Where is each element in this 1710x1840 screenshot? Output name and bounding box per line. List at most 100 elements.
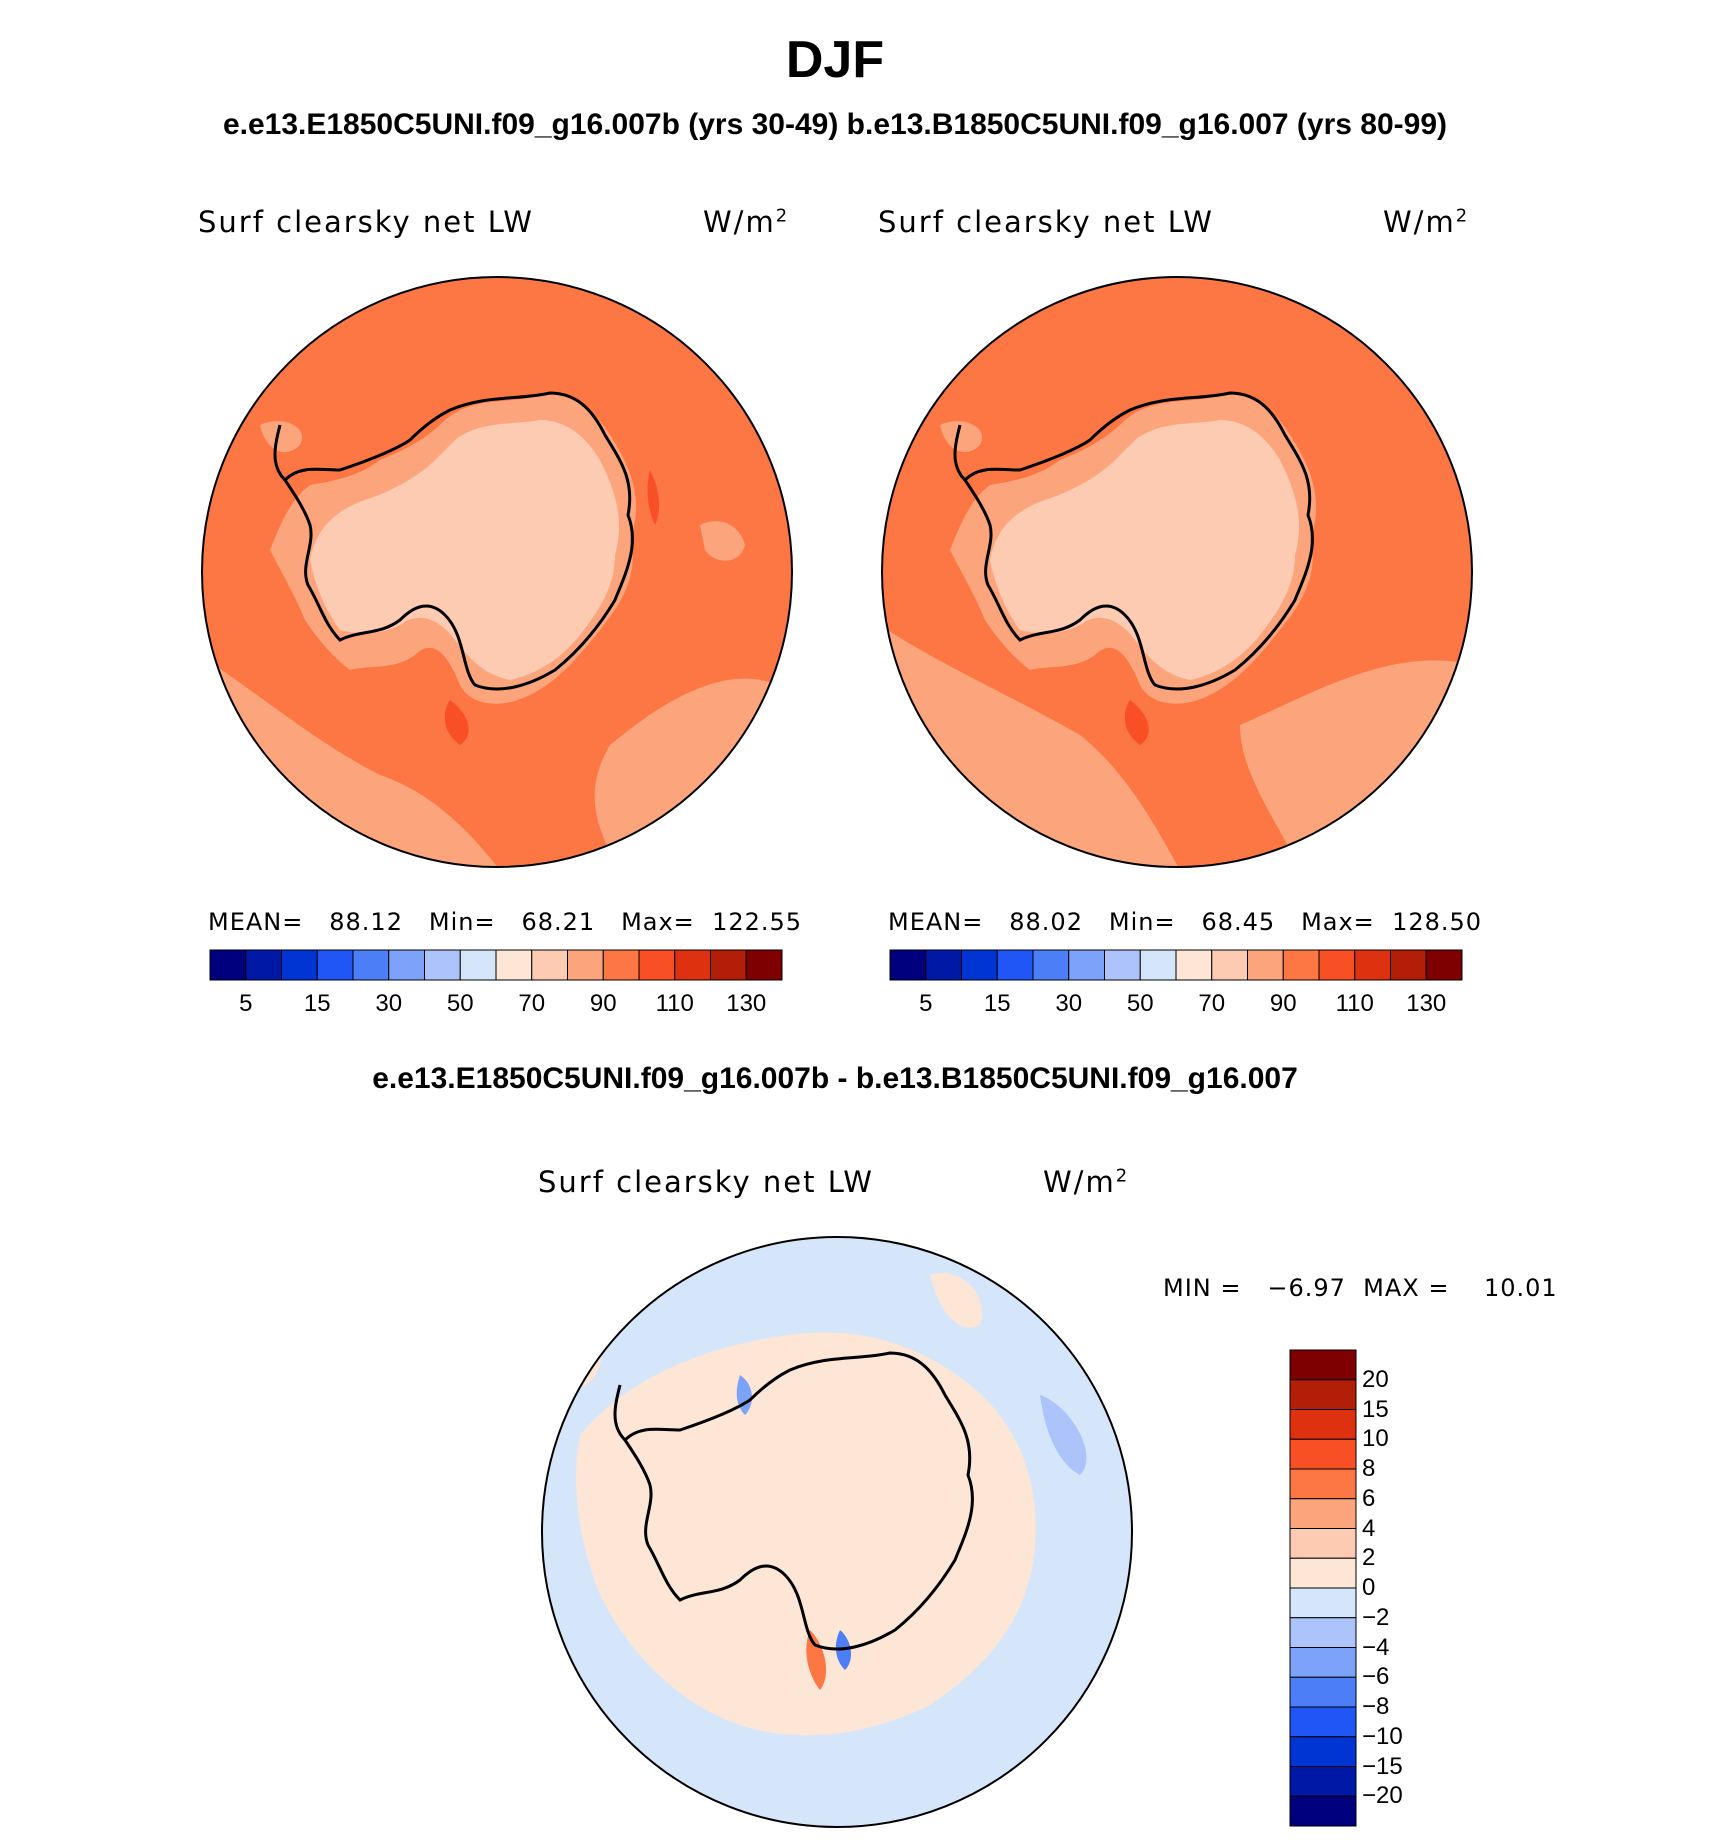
map1-border	[201, 276, 793, 868]
panel2-unit-base: W/m	[1383, 205, 1456, 239]
panel1-min-value: 68.21	[521, 908, 596, 936]
colorbar-difference: 20 15 10 8 6 4 2 0 −2 −4 −6 −8 −10 −15 −20	[1289, 1349, 1450, 1830]
diff-hot-spot	[806, 1630, 827, 1690]
cbar2-tick-label: 50	[1126, 990, 1154, 1017]
cbar2-swatch	[1247, 949, 1284, 981]
cbar3-swatch	[1289, 1468, 1357, 1500]
panel1-mean-value: 88.12	[329, 908, 403, 936]
cbar3-swatch	[1289, 1528, 1357, 1559]
cbar2-swatch	[1104, 949, 1141, 981]
cbar3-tick-label: 15	[1362, 1395, 1389, 1423]
cbar1-swatch	[531, 949, 568, 981]
map1-coastline	[283, 391, 634, 691]
map1-hot-spot	[444, 700, 469, 745]
cbar3-swatch	[1289, 1587, 1357, 1619]
cbar2-swatch	[1139, 949, 1177, 981]
cbar2-tick-label: 90	[1269, 990, 1297, 1017]
cbar1-tick-label: 30	[375, 990, 403, 1017]
panel2-mean-label: MEAN=	[888, 908, 984, 936]
cbar3-swatch	[1289, 1379, 1357, 1410]
cbar3-tick-label: 20	[1362, 1365, 1389, 1393]
cbar3-tick-label: −10	[1362, 1722, 1403, 1750]
cbar2-swatch	[889, 949, 927, 981]
cbar3-swatch	[1289, 1676, 1357, 1708]
diff-panel-unit: W/m2	[1043, 1165, 1129, 1199]
cbar1-tick-label: 15	[303, 990, 331, 1017]
cbar2-tick-label: 30	[1055, 990, 1083, 1017]
cbar1-tick-label: 5	[239, 990, 253, 1017]
cbar3-tick-label: 6	[1362, 1484, 1376, 1512]
cbar3-tick-label: 2	[1362, 1544, 1376, 1572]
diff-coastline	[623, 1351, 974, 1651]
cbar3-tick-label: −6	[1362, 1663, 1390, 1691]
diff-minmax: MIN = −6.97 MAX = 10.01	[1163, 1274, 1558, 1302]
diff-unit-base: W/m	[1043, 1165, 1116, 1199]
cbar1-swatch	[388, 949, 425, 981]
cbar3-swatch	[1289, 1736, 1357, 1767]
panel1-unit-exp: 2	[775, 205, 790, 227]
cbar1-swatch	[459, 949, 497, 981]
cbar2-swatch	[925, 949, 962, 981]
cbar1-swatches	[209, 949, 783, 981]
map1-light-patch-e	[700, 521, 745, 561]
cbar1-tick-label: 130	[726, 990, 767, 1017]
diff-positive-region	[576, 1332, 1036, 1736]
map2-light-patch	[940, 421, 982, 453]
panel2-min-value: 68.45	[1201, 908, 1276, 936]
diff-peninsula	[613, 1384, 627, 1442]
cbar1-swatch	[745, 949, 783, 981]
map-panel-2	[881, 276, 1473, 868]
cbar3-swatch	[1289, 1706, 1357, 1738]
cbar2-tick-label: 5	[919, 990, 933, 1017]
map2-hot-spot	[1124, 700, 1149, 745]
map-panel-1	[201, 276, 793, 868]
cbar3-tick-label: −20	[1362, 1782, 1403, 1810]
cbar3-tick-label: 8	[1362, 1455, 1376, 1482]
map1-hot-spot-e	[647, 470, 660, 525]
diff-positive-patch-n	[930, 1273, 982, 1328]
panel1-min-label: Min=	[428, 908, 496, 936]
difference-subtitle: e.e13.E1850C5UNI.f09_g16.007b - b.e13.B1…	[372, 1062, 1298, 1095]
cbar1-swatch	[281, 949, 318, 981]
cbar3-swatch	[1289, 1409, 1357, 1440]
panel2-stats: MEAN= 88.02 Min= 68.45 Max= 128.50	[888, 908, 1482, 936]
diff-negative-patch-e	[1040, 1395, 1087, 1475]
panel2-unit: W/m2	[1383, 205, 1469, 239]
map1-peninsula	[273, 424, 287, 482]
panel2-title: Surf clearsky net LW	[878, 205, 1214, 239]
colorbar-panel-1: 5 15 30 50 70 90 110 130	[209, 949, 783, 1030]
panel2-max-label: Max=	[1301, 908, 1375, 936]
cbar3-swatches	[1289, 1349, 1357, 1827]
cbar3-swatch	[1289, 1349, 1357, 1381]
panel2-mean-value: 88.02	[1009, 908, 1083, 936]
figure-title: DJF	[785, 31, 885, 89]
panel1-stats: MEAN= 88.12 Min= 68.21 Max= 122.55	[208, 908, 802, 936]
cbar2-tick-label: 130	[1406, 990, 1447, 1017]
cbar1-swatch	[638, 949, 676, 981]
map2-peninsula	[953, 424, 967, 482]
cbar1-swatch	[674, 949, 711, 981]
map2-continent-interior	[990, 420, 1300, 680]
cbar3-swatch	[1289, 1795, 1357, 1827]
panel2-min-label: Min=	[1108, 908, 1176, 936]
cbar3-tick-label: −15	[1362, 1752, 1403, 1780]
cbar2-swatch	[1068, 949, 1105, 981]
panel1-unit: W/m2	[703, 205, 789, 239]
cbar2-swatch	[1318, 949, 1356, 981]
cbar1-swatch	[352, 949, 390, 981]
cbar1-swatch	[710, 949, 747, 981]
cbar3-swatch	[1289, 1766, 1357, 1797]
cbar3-tick-label: −2	[1362, 1603, 1390, 1631]
cbar2-tick-label: 110	[1335, 990, 1374, 1017]
diff-panel-title: Surf clearsky net LW	[538, 1165, 874, 1199]
panel1-max-value: 122.55	[712, 908, 803, 936]
cbar2-swatch	[1282, 949, 1320, 981]
cbar3-tick-label: 0	[1362, 1574, 1376, 1601]
cbar3-tick-label: −4	[1362, 1633, 1390, 1661]
cbar2-swatch	[1354, 949, 1391, 981]
panel2-max-value: 128.50	[1392, 908, 1483, 936]
panel1-unit-base: W/m	[703, 205, 776, 239]
cbar2-swatch	[1425, 949, 1463, 981]
panel1-mean-label: MEAN=	[208, 908, 304, 936]
cbar2-swatch	[1032, 949, 1070, 981]
